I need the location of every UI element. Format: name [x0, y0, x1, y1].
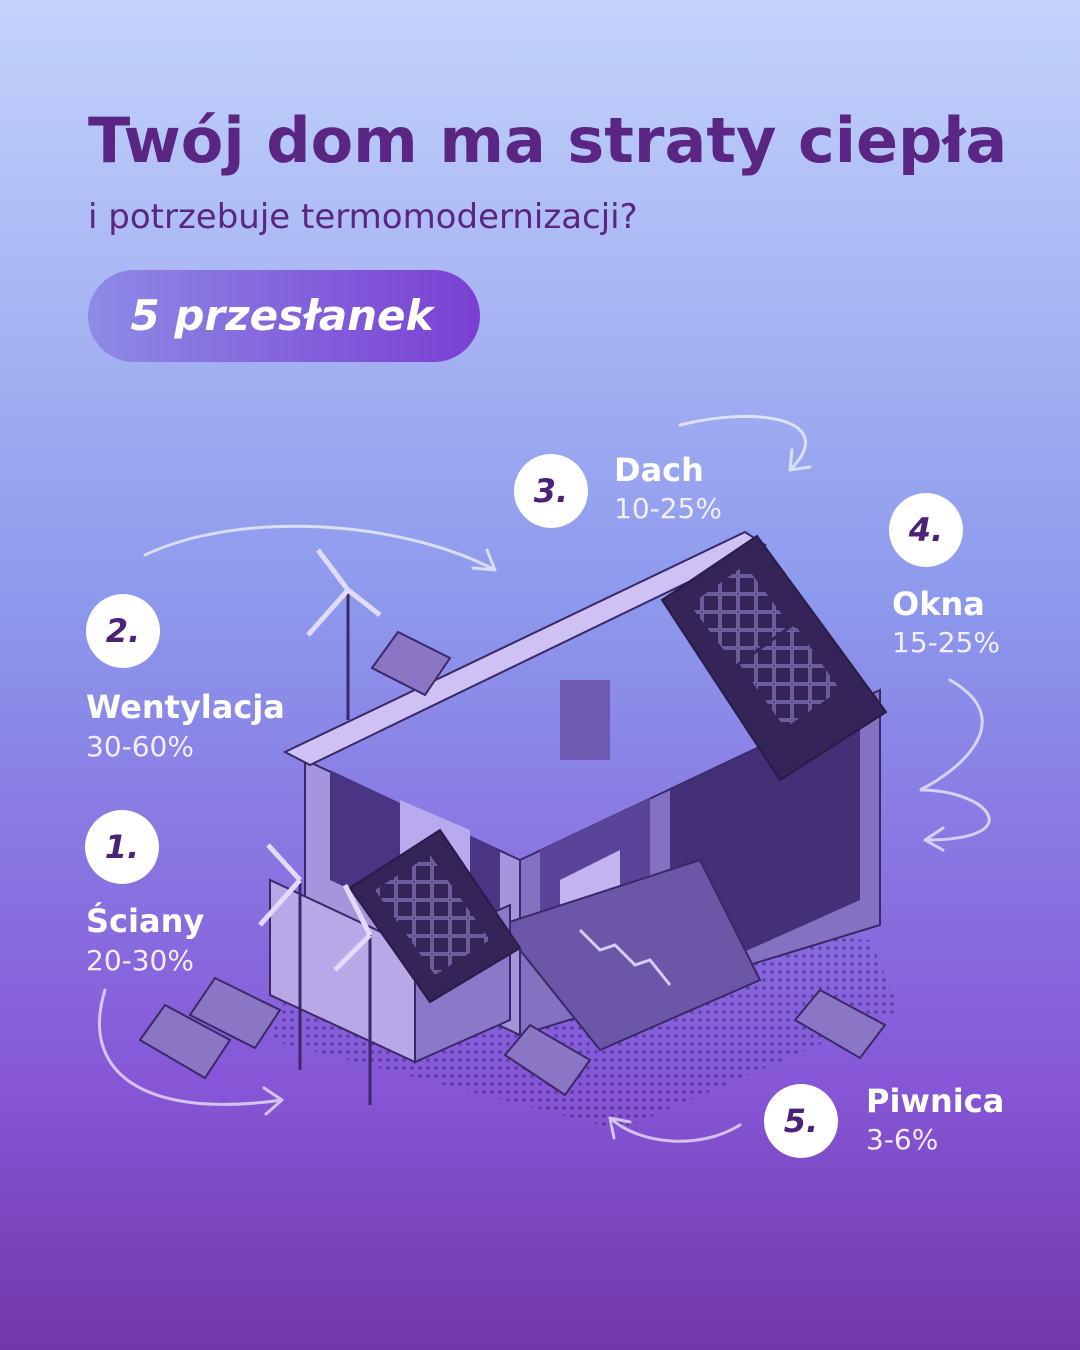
item-range: 10-25% — [614, 492, 722, 525]
item-name: Okna — [892, 585, 985, 623]
item: 3. Dach 10-25% — [514, 451, 722, 528]
item-number: 4. — [908, 511, 943, 549]
subtitle: i potrzebuje termomodernizacji? — [88, 197, 638, 237]
number-circle — [514, 454, 588, 528]
item: 4. Okna 15-25% — [889, 493, 1000, 659]
item-range: 3-6% — [866, 1123, 938, 1156]
item-range: 15-25% — [892, 626, 1000, 659]
item-number: 1. — [105, 828, 139, 866]
number-circle — [86, 594, 160, 668]
number-circle — [85, 810, 159, 884]
item: 1. Ściany 20-30% — [85, 810, 204, 977]
number-circle — [889, 493, 963, 567]
item-number: 3. — [534, 472, 568, 510]
badge-text: 5 przesłanek — [131, 291, 437, 340]
badge — [88, 270, 480, 362]
item-number: 2. — [106, 612, 140, 650]
item-name: Piwnica — [866, 1082, 1004, 1120]
item-name: Ściany — [86, 901, 204, 940]
number-circle — [764, 1084, 838, 1158]
house-illustration — [138, 530, 900, 1130]
item-number: 5. — [784, 1102, 818, 1140]
item-name: Dach — [614, 451, 704, 489]
title: Twój dom ma straty ciepła — [88, 104, 1007, 177]
item-range: 20-30% — [86, 944, 194, 977]
item-name: Wentylacja — [86, 688, 285, 726]
item: 5. Piwnica 3-6% — [764, 1082, 1004, 1158]
item: 2. Wentylacja 30-60% — [86, 594, 285, 763]
item-range: 30-60% — [86, 730, 194, 763]
arrows — [98, 415, 991, 1143]
